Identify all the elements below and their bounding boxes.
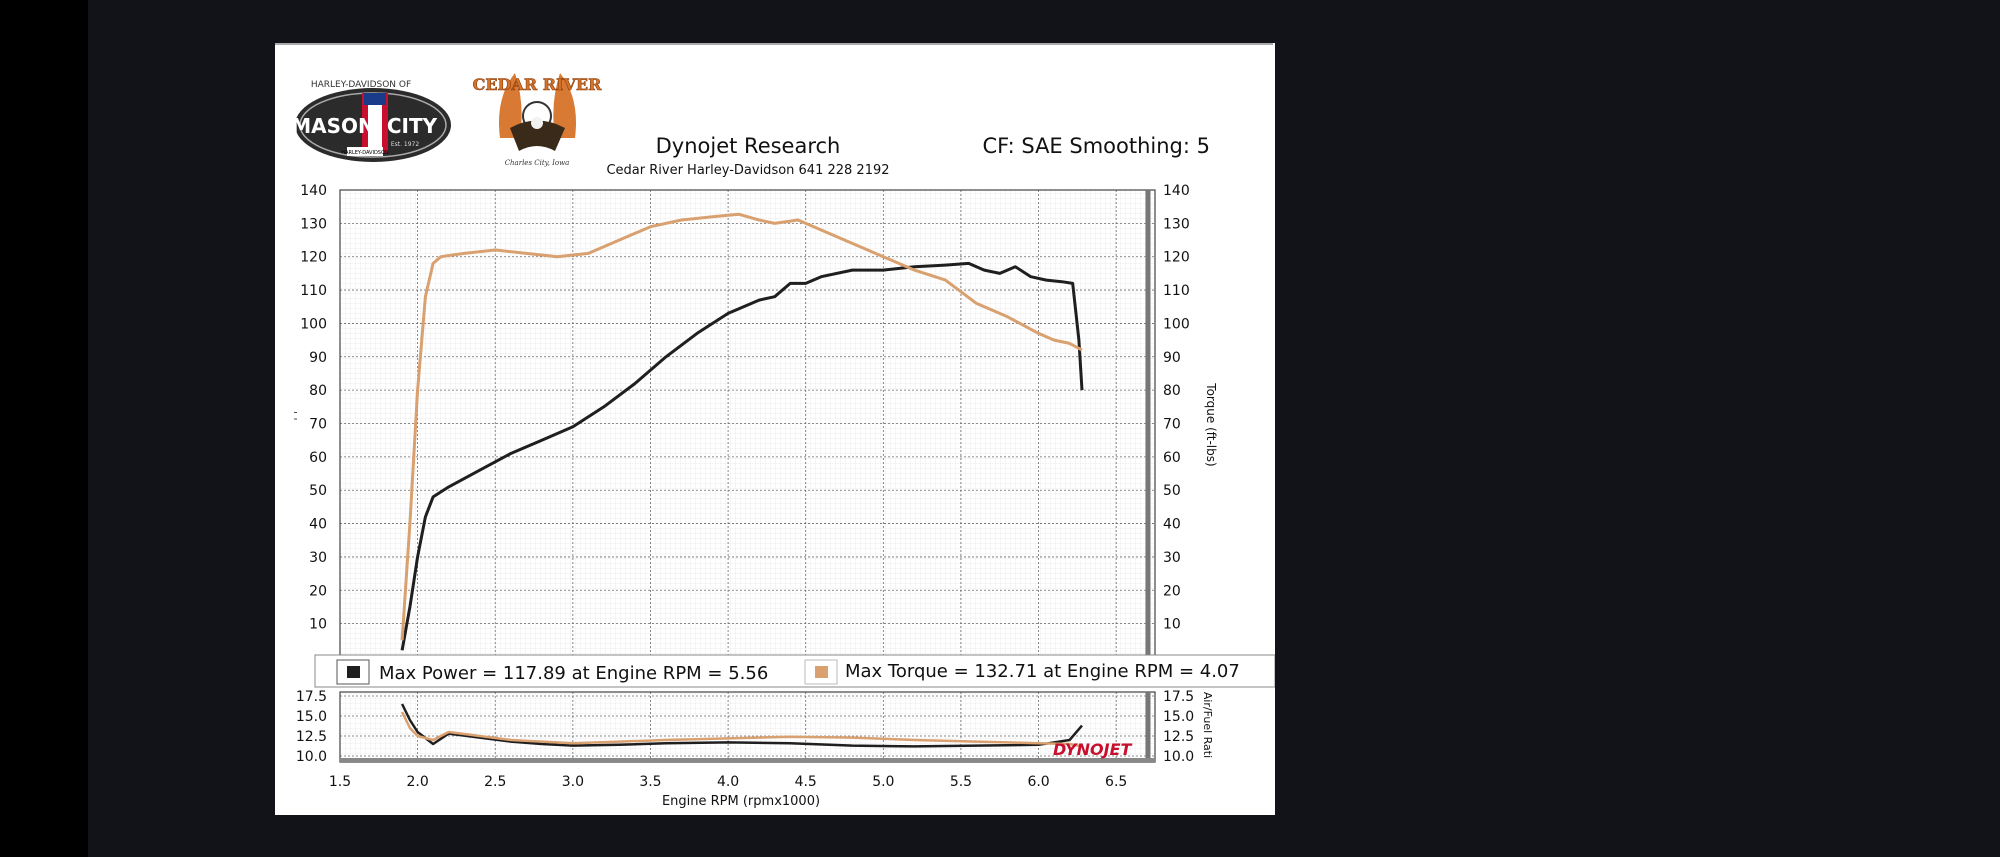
left-y-axis-label-fragment: ' ' xyxy=(286,411,299,421)
afr-y-tick-label-left: 10.0 xyxy=(296,749,327,765)
y-tick-label-left: 30 xyxy=(309,550,327,566)
cedar-river-sub: Charles City, Iowa xyxy=(505,159,570,167)
y-tick-label-left: 20 xyxy=(309,583,327,599)
afr-y-tick-label-left: 15.0 xyxy=(296,709,327,725)
x-tick-label: 4.5 xyxy=(795,774,817,790)
x-tick-label: 2.0 xyxy=(406,774,428,790)
y-tick-label-left: 70 xyxy=(309,417,327,433)
y-tick-label-left: 10 xyxy=(309,617,327,633)
afr-y-tick-label-right: 12.5 xyxy=(1163,729,1194,745)
afr-y-tick-label-right: 17.5 xyxy=(1163,689,1194,705)
legend-torque-swatch xyxy=(815,666,828,678)
y-tick-label-right: 60 xyxy=(1163,450,1181,466)
power-curve xyxy=(400,261,1084,651)
y-tick-label-right: 90 xyxy=(1163,350,1181,366)
legend-power-text: Max Power = 117.89 at Engine RPM = 5.56 xyxy=(379,663,768,684)
x-tick-label: 6.0 xyxy=(1027,774,1049,790)
x-tick-label: 2.5 xyxy=(484,774,506,790)
y-tick-label-right: 20 xyxy=(1163,583,1181,599)
x-tick-label: 5.5 xyxy=(950,774,972,790)
left-backdrop xyxy=(0,0,88,857)
logo-mason: MASON xyxy=(291,114,375,138)
main-y-ticks-right: 10 20 30 40 50 60 70 80 90 100 110 120 130 140 xyxy=(1163,183,1190,633)
x-axis-ticks: 1.5 2.0 2.5 3.0 3.5 4.0 4.5 5.0 5.5 6.0 6.5 xyxy=(329,774,1127,790)
logo-arc-text: HARLEY-DAVIDSON OF xyxy=(311,80,411,90)
x-tick-label: 5.0 xyxy=(872,774,894,790)
y-tick-label-left: 130 xyxy=(300,216,327,232)
torque-curve xyxy=(400,212,1083,641)
x-tick-label: 3.5 xyxy=(639,774,661,790)
y-tick-label-right: 140 xyxy=(1163,183,1190,199)
cedar-river-title: CEDAR RIVER xyxy=(473,75,602,94)
legend-torque-text: Max Torque = 132.71 at Engine RPM = 4.07 xyxy=(845,661,1240,682)
logo-city: CITY xyxy=(387,114,438,138)
y-tick-label-right: 120 xyxy=(1163,250,1190,266)
x-tick-label: 6.5 xyxy=(1105,774,1127,790)
y-tick-label-right: 10 xyxy=(1163,617,1181,633)
mason-city-logo: HARLEY-DAVIDSON OF MASON CITY Est. 1972 … xyxy=(291,80,451,162)
x-axis-label: Engine RPM (rpmx1000) xyxy=(662,794,820,809)
afr-power-curve xyxy=(400,703,1083,748)
y-tick-label-right: 110 xyxy=(1163,283,1190,299)
chart-subtitle: Cedar River Harley-Davidson 641 228 2192 xyxy=(606,163,889,178)
afr-plot-background xyxy=(340,692,1155,762)
y-tick-label-left: 100 xyxy=(300,316,327,332)
y-tick-label-left: 140 xyxy=(300,183,327,199)
right-y-axis-label: Torque (ft-lbs) xyxy=(1204,382,1218,466)
main-grid xyxy=(339,189,1155,657)
y-tick-label-right: 80 xyxy=(1163,383,1181,399)
y-tick-label-right: 100 xyxy=(1163,316,1190,332)
y-tick-label-left: 80 xyxy=(309,383,327,399)
y-tick-label-left: 50 xyxy=(309,483,327,499)
afr-torque-curve xyxy=(400,711,1083,748)
legend-power-swatch xyxy=(347,666,360,678)
x-tick-label: 4.0 xyxy=(717,774,739,790)
afr-y-ticks-right: 10.0 12.5 15.0 17.5 xyxy=(1163,689,1194,765)
chart-title: Dynojet Research xyxy=(656,134,841,158)
afr-y-tick-label-right: 10.0 xyxy=(1163,749,1194,765)
correction-factor-label: CF: SAE Smoothing: 5 xyxy=(982,134,1210,158)
dyno-chart-svg: HARLEY-DAVIDSON OF MASON CITY Est. 1972 … xyxy=(275,43,1275,809)
cedar-river-logo: CEDAR RIVER Charles City, Iowa xyxy=(472,73,602,167)
y-tick-label-left: 60 xyxy=(309,450,327,466)
y-tick-label-left: 110 xyxy=(300,283,327,299)
y-tick-label-right: 50 xyxy=(1163,483,1181,499)
y-tick-label-right: 30 xyxy=(1163,550,1181,566)
legend-box xyxy=(314,654,1275,688)
afr-series-group xyxy=(400,703,1083,748)
logo-badge: HARLEY-DAVIDSON xyxy=(341,150,389,156)
y-tick-label-right: 70 xyxy=(1163,417,1181,433)
y-tick-label-right: 40 xyxy=(1163,517,1181,533)
y-tick-label-right: 130 xyxy=(1163,216,1190,232)
afr-y-tick-label-left: 17.5 xyxy=(296,689,327,705)
y-tick-label-left: 90 xyxy=(309,350,327,366)
afr-y-axis-label: Air/Fuel Rati xyxy=(1201,692,1214,758)
y-tick-label-left: 40 xyxy=(309,517,327,533)
main-series-group xyxy=(400,212,1084,651)
logo-est: Est. 1972 xyxy=(391,141,420,148)
dynojet-logo: DYNOJET xyxy=(1053,740,1133,759)
afr-y-ticks-left: 10.0 12.5 15.0 17.5 xyxy=(296,689,327,765)
y-tick-label-left: 120 xyxy=(300,250,327,266)
legend: Max Power = 117.89 at Engine RPM = 5.56 … xyxy=(314,654,1275,688)
x-tick-label: 3.0 xyxy=(562,774,584,790)
afr-y-tick-label-right: 15.0 xyxy=(1163,709,1194,725)
x-tick-label: 1.5 xyxy=(329,774,351,790)
dyno-sheet: HARLEY-DAVIDSON OF MASON CITY Est. 1972 … xyxy=(275,43,1275,815)
main-y-ticks-left: 10 20 30 40 50 60 70 80 90 100 110 120 130 140 xyxy=(300,183,327,633)
afr-y-tick-label-left: 12.5 xyxy=(296,729,327,745)
